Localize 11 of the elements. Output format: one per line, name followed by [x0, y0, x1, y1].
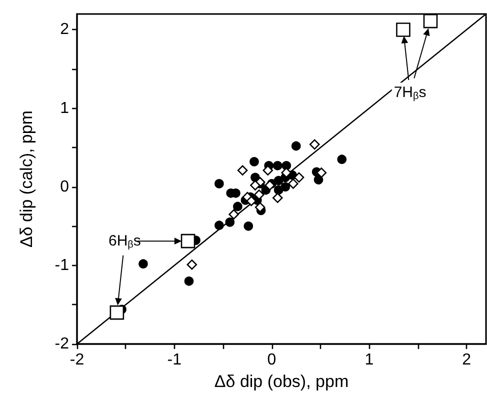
- x-tick-label: 2: [462, 352, 472, 368]
- y-axis-title: Δδ dip (calc), ppm: [17, 110, 36, 248]
- x-axis-title: Δδ dip (obs), ppm: [214, 372, 349, 391]
- y-tick-label: -1: [54, 256, 70, 274]
- y-tick-label: 1: [60, 100, 70, 117]
- y-tick-label: 2: [60, 21, 70, 38]
- x-tick-label: 0: [267, 352, 276, 368]
- y-tick-label: 0: [60, 178, 70, 196]
- x-tick-label: 1: [364, 352, 374, 368]
- y-tick-label: -2: [54, 336, 70, 352]
- x-tick-label: -1: [167, 352, 182, 368]
